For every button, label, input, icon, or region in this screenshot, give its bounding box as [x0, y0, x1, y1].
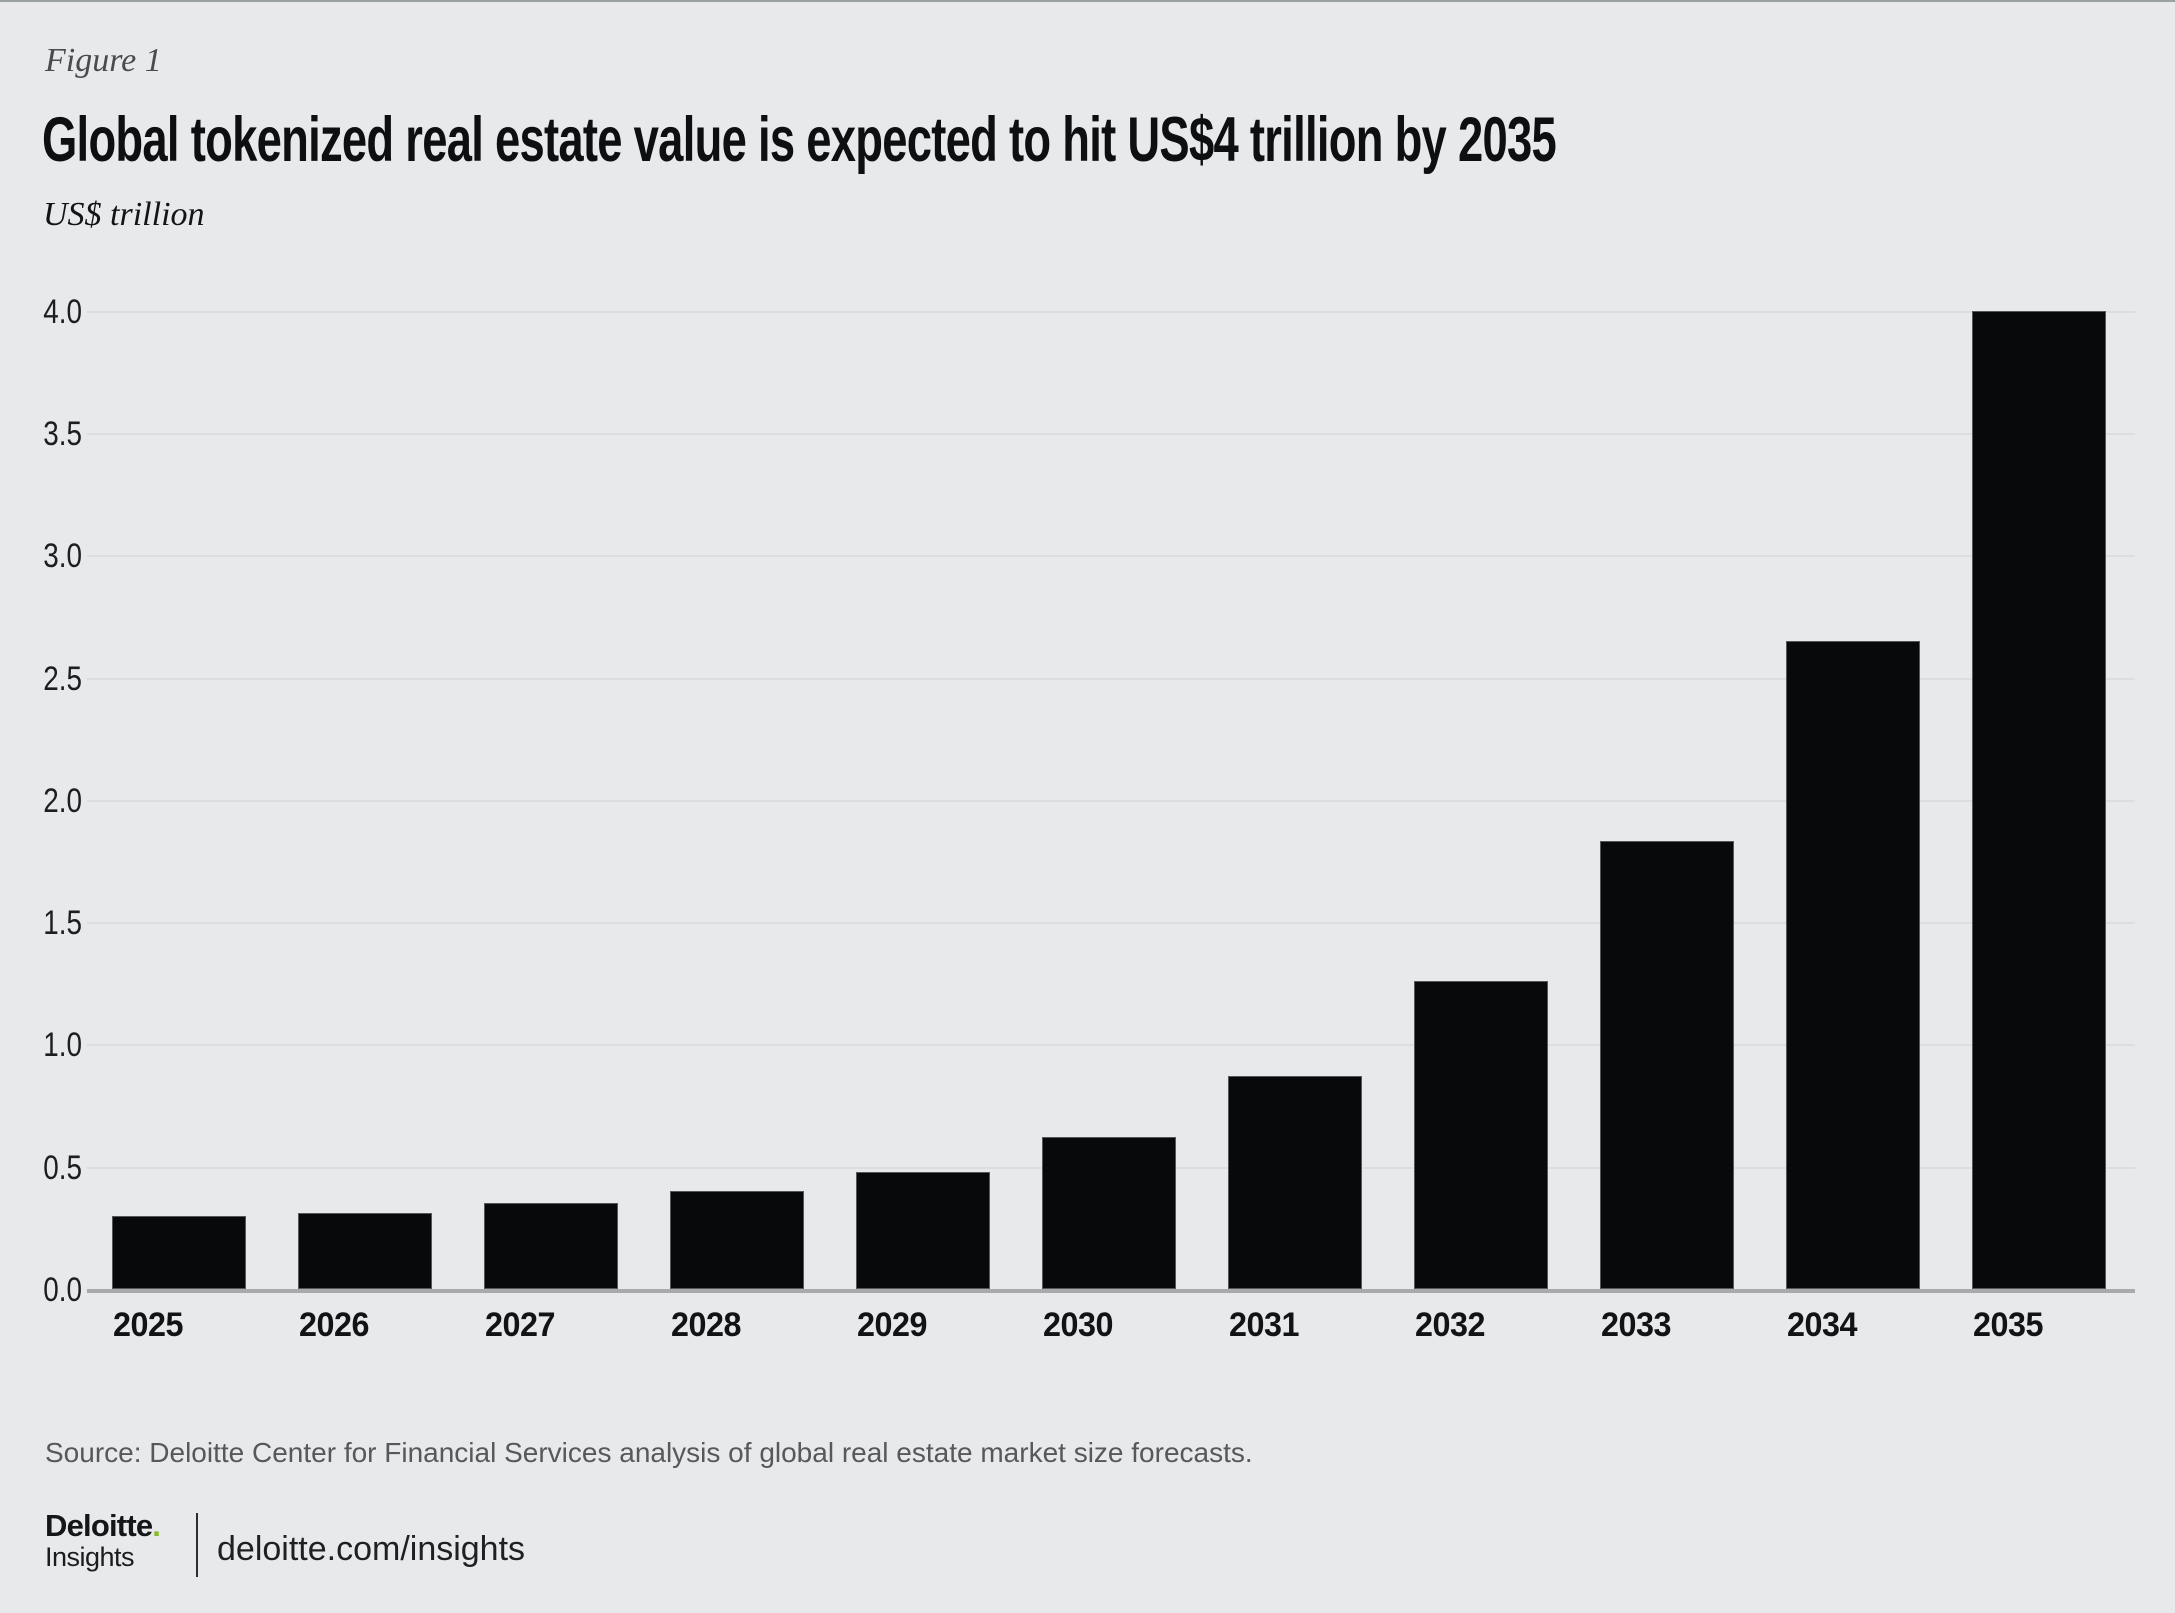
- site-link[interactable]: deloitte.com/insights: [217, 1530, 526, 1568]
- x-tick-label-2032: 2032: [1415, 1306, 1485, 1344]
- y-tick-label-2.0: 2.0: [43, 781, 82, 820]
- brand-green-dot: .: [152, 1508, 161, 1543]
- gridline-2.5: [87, 677, 2135, 680]
- y-axis-unit-label: US$ trillion: [43, 196, 205, 233]
- gridline-2.0: [87, 799, 2135, 802]
- brand-sub-wordmark: Insights: [45, 1541, 135, 1572]
- top-rule: [0, 0, 2175, 2]
- bar-2033: [1600, 841, 1734, 1289]
- bar-2027: [484, 1203, 618, 1289]
- y-tick-label-1.0: 1.0: [43, 1026, 82, 1065]
- source-note: Source: Deloitte Center for Financial Se…: [45, 1437, 1253, 1468]
- figure-label: Figure 1: [45, 42, 162, 79]
- bar-2035: [1972, 310, 2106, 1289]
- x-tick-label-2028: 2028: [671, 1306, 741, 1344]
- gridline-1.5: [87, 922, 2135, 925]
- brand-wordmark: Deloitte.: [45, 1508, 161, 1543]
- y-tick-label-0.5: 0.5: [43, 1148, 82, 1187]
- gridline-4.0: [87, 310, 2135, 313]
- bar-2032: [1414, 980, 1548, 1289]
- bar-2029: [856, 1171, 990, 1289]
- deloitte-insights-logo: Deloitte. Insights: [45, 1508, 161, 1572]
- x-tick-label-2030: 2030: [1043, 1306, 1113, 1344]
- bar-2030: [1042, 1137, 1176, 1289]
- y-tick-label-3.5: 3.5: [43, 414, 82, 453]
- x-tick-label-2029: 2029: [857, 1306, 927, 1344]
- y-tick-label-1.5: 1.5: [43, 904, 82, 943]
- y-tick-label-2.5: 2.5: [43, 659, 82, 698]
- x-tick-label-2035: 2035: [1973, 1306, 2043, 1344]
- x-tick-label-2026: 2026: [299, 1306, 369, 1344]
- x-tick-label-2033: 2033: [1601, 1306, 1671, 1344]
- gridline-1.0: [87, 1044, 2135, 1047]
- x-tick-label-2034: 2034: [1787, 1306, 1857, 1344]
- y-tick-label-4.0: 4.0: [43, 292, 82, 331]
- gridline-3.5: [87, 432, 2135, 435]
- y-tick-label-0.0: 0.0: [43, 1271, 82, 1309]
- y-tick-label-3.0: 3.0: [43, 537, 82, 576]
- x-tick-label-2031: 2031: [1229, 1306, 1299, 1344]
- bar-2031: [1228, 1076, 1362, 1289]
- brand-text: Deloitte: [45, 1508, 153, 1543]
- x-tick-label-2027: 2027: [485, 1306, 555, 1344]
- bar-2025: [112, 1215, 246, 1289]
- bar-2028: [670, 1191, 804, 1289]
- gridline-3.0: [87, 555, 2135, 558]
- chart-title: Global tokenized real estate value is ex…: [42, 105, 1557, 175]
- x-axis-baseline: [87, 1289, 2135, 1293]
- x-tick-label-2025: 2025: [113, 1306, 183, 1344]
- bar-2034: [1786, 640, 1920, 1289]
- bar-2026: [298, 1213, 432, 1289]
- footer-divider: [196, 1513, 198, 1577]
